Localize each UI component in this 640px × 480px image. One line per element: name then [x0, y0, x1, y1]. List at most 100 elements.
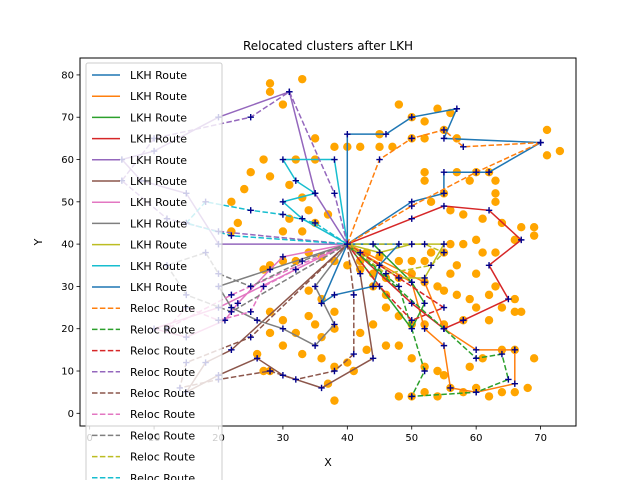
legend-label: LKH Route: [130, 239, 187, 252]
route-node-marker: [440, 169, 448, 176]
route-node-marker: [421, 274, 428, 282]
customer-point: [240, 184, 249, 194]
route-node-marker: [421, 240, 428, 248]
route-node-marker: [453, 105, 461, 112]
customer-point: [394, 100, 404, 109]
customer-point: [265, 87, 275, 97]
route-node-marker: [440, 135, 448, 142]
y-tick-label: 0: [68, 409, 74, 420]
route-node-marker: [331, 156, 338, 163]
customer-point: [375, 142, 384, 152]
customer-point: [298, 349, 307, 359]
customer-point: [452, 261, 462, 270]
customer-point: [381, 303, 391, 312]
route-node-marker: [279, 372, 287, 379]
route-node-marker: [234, 300, 242, 307]
route-node-marker: [395, 283, 403, 290]
route-node-marker: [260, 283, 267, 290]
route-node-marker: [331, 291, 338, 299]
customer-point: [388, 142, 397, 152]
x-axis-label: X: [324, 456, 332, 469]
customer-point: [420, 134, 429, 143]
route-node-marker: [279, 198, 287, 206]
customer-point: [317, 354, 326, 363]
customer-point: [394, 341, 404, 350]
route-node-marker: [485, 207, 493, 214]
customer-point: [446, 269, 455, 278]
y-tick-label: 10: [61, 367, 74, 378]
route-node-marker: [440, 325, 448, 332]
route-node-marker: [472, 355, 480, 362]
customer-point: [381, 341, 391, 350]
route-node-marker: [408, 114, 415, 121]
customer-point: [529, 231, 539, 240]
customer-point: [491, 282, 500, 291]
route-node-marker: [311, 219, 319, 227]
route-node-marker: [421, 325, 428, 332]
customer-point: [252, 349, 262, 359]
route-node-marker: [440, 249, 448, 256]
customer-point: [465, 294, 474, 304]
route-node-marker: [331, 190, 338, 197]
customer-point: [510, 307, 520, 316]
legend-label: LKH Route: [130, 111, 187, 124]
route-node-marker: [253, 355, 261, 362]
route-node-marker: [247, 207, 254, 214]
route-node-marker: [472, 388, 480, 396]
route-node-marker: [228, 308, 235, 315]
route-node-marker: [299, 215, 306, 222]
plot-area: [118, 74, 565, 405]
route-node-marker: [440, 304, 448, 311]
route-node-marker: [505, 376, 512, 383]
route-node-marker: [485, 262, 493, 269]
customer-point: [420, 117, 429, 126]
legend-label: Reloc Route: [130, 472, 195, 480]
route-node-marker: [408, 393, 415, 400]
route-node-marker: [279, 253, 287, 261]
route-node-marker: [357, 249, 364, 256]
route-node-marker: [395, 274, 403, 282]
customer-point: [471, 269, 481, 278]
route-node-marker: [253, 317, 261, 324]
route-node-marker: [369, 283, 377, 290]
customer-point: [259, 155, 268, 164]
route-node-marker: [376, 283, 383, 290]
customer-point: [420, 387, 429, 397]
route-node-marker: [369, 355, 377, 362]
customer-point: [491, 189, 500, 198]
lkh-route-line-0: [346, 107, 544, 245]
customer-point: [278, 227, 288, 236]
route-node-marker: [440, 126, 448, 134]
customer-point: [304, 206, 313, 215]
customer-point: [265, 307, 275, 316]
customer-point: [478, 248, 487, 257]
customer-point: [517, 222, 526, 232]
route-node-marker: [440, 190, 448, 197]
customer-point: [330, 362, 339, 371]
route-node-marker: [498, 350, 506, 358]
customer-point: [356, 142, 365, 152]
customer-point: [491, 248, 500, 257]
legend-label: Reloc Route: [130, 451, 195, 464]
customer-point: [510, 387, 520, 397]
lkh-route-line-9: [281, 158, 349, 245]
customer-point: [452, 290, 462, 300]
legend-label: LKH Route: [130, 217, 187, 230]
route-node-marker: [318, 384, 325, 392]
customer-point: [330, 396, 339, 405]
legend-label: LKH Route: [130, 154, 187, 167]
route-node-marker: [318, 300, 325, 307]
route-node-marker: [408, 215, 415, 222]
legend-label: LKH Route: [130, 260, 187, 273]
legend-label: Reloc Route: [130, 366, 195, 379]
customer-point: [265, 79, 275, 88]
route-node-marker: [460, 317, 467, 324]
customer-point: [471, 303, 481, 312]
customer-point: [497, 303, 507, 312]
customer-point: [491, 176, 500, 185]
customer-point: [426, 248, 436, 257]
route-node-marker: [395, 240, 403, 248]
customer-point: [471, 383, 481, 393]
customer-point: [278, 341, 288, 350]
route-node-marker: [331, 321, 338, 328]
